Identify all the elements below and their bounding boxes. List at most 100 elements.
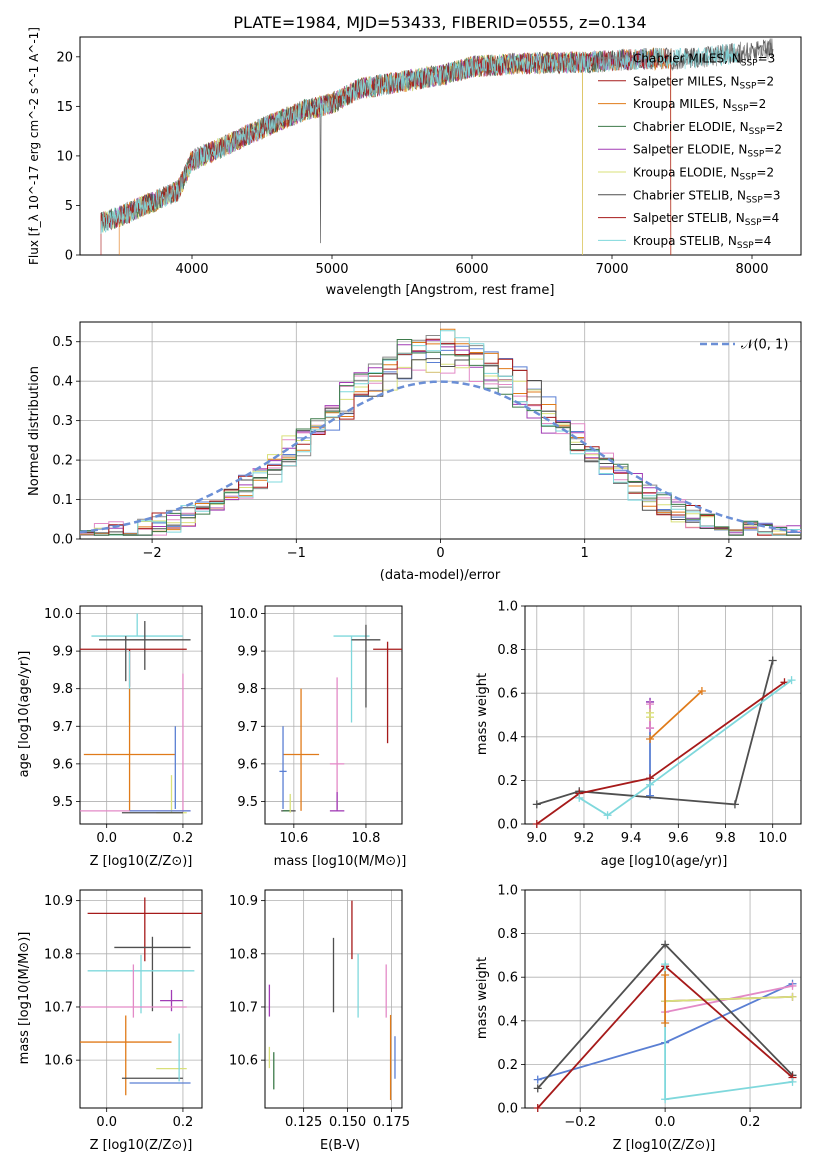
residual-hist-series (80, 345, 801, 536)
mass-weight-marker (661, 971, 670, 980)
mwAge-ytick-label: 0.8 (497, 643, 518, 658)
residual-ytick-label: 0.1 (52, 493, 73, 508)
residual-ytick-label: 0.4 (52, 375, 73, 390)
mwZ-ytick-label: 0.2 (497, 1058, 518, 1073)
residual-ytick-label: 0.5 (52, 335, 73, 350)
massZ-ytick-label: 10.8 (44, 947, 73, 962)
massE-ytick-label: 10.9 (229, 894, 258, 909)
massE-xlabel: E(B-V) (320, 1138, 360, 1153)
massZ-frame (79, 889, 203, 1109)
mass-weight-vs-age-panel: 9.0 9.2 9.4 9.6 9.8 10.0 0.0 0.2 0.4 0.6 0.8 1.0 (497, 600, 802, 846)
spectrum-xtick-label: 6000 (455, 262, 488, 277)
ageM-ytick-label: 9.8 (237, 682, 258, 697)
mwAge-series (532, 656, 796, 828)
ageZ-ytick-label: 9.9 (52, 645, 73, 660)
mass-weight-marker (661, 1018, 670, 1027)
massZ-ylabel: mass [log10(M/M⊙)] (17, 932, 32, 1065)
mwZ-xtick-label: 0.2 (740, 1115, 761, 1130)
residual-xtick-label: 0 (436, 546, 444, 561)
residual-ytick-label: 0.3 (52, 414, 73, 429)
spectrum-ytick-label: 20 (56, 50, 73, 65)
mwZ-series (533, 940, 797, 1112)
spectrum-legend-label: Kroupa ELODIE, NSSP=2 (633, 166, 774, 183)
spectrum-xtick-label: 5000 (315, 262, 348, 277)
mass-weight-marker (532, 820, 541, 828)
mwZ-ytick-label: 0.0 (497, 1102, 518, 1117)
spectrum-line (100, 43, 739, 234)
mass-weight-marker (661, 960, 670, 969)
ageM-xtick-label: 10.8 (351, 831, 380, 846)
spectrum-legend-label: Chabrier STELIB, NSSP=3 (633, 188, 781, 205)
residual-histogram-panel: −2 −1 0 1 2 0.0 0.1 0.2 0.3 0.4 0.5 𝒩(0, 1) (52, 321, 802, 561)
massE-errorbars (268, 900, 396, 1101)
mwAge-ytick-label: 0.0 (497, 818, 518, 833)
mass-weight-line (536, 660, 774, 806)
spectrum-legend-label: Salpeter STELIB, NSSP=4 (633, 211, 779, 228)
mass-weight-marker (646, 700, 655, 709)
mass-weight-marker (768, 656, 777, 665)
residual-ylabel: Normed distribution (27, 366, 42, 496)
ageZ-ytick-label: 9.6 (52, 757, 73, 772)
mwAge-xtick-label: 9.6 (668, 831, 689, 846)
spectrum-legend-label: Salpeter ELODIE, NSSP=2 (633, 143, 782, 160)
mass-weight-marker (661, 1095, 670, 1104)
mwAge-xlabel: age [log10(age/yr)] (601, 854, 728, 869)
mass-weight-marker (787, 676, 796, 685)
mwZ-frame (524, 889, 802, 1109)
mass-weight-marker (533, 1104, 542, 1112)
mwZ-xtick-label: 0.0 (655, 1115, 676, 1130)
residual-legend-label: 𝒩(0, 1) (741, 338, 788, 353)
mwAge-xtick-label: 9.8 (715, 831, 736, 846)
mwAge-xtick-label: 9.0 (526, 831, 547, 846)
residual-hist-series (80, 339, 801, 536)
spectrum-legend-label: Kroupa MILES, NSSP=2 (633, 97, 766, 114)
mass-weight-marker (533, 1075, 542, 1084)
residual-ytick-label: 0.2 (52, 454, 73, 469)
spectrum-ytick-label: 15 (56, 100, 73, 115)
residual-hists (80, 328, 801, 536)
ageM-ytick-label: 9.9 (237, 645, 258, 660)
mass-weight-marker (646, 724, 655, 733)
spectrum-xtick-label: 7000 (595, 262, 628, 277)
mass-weight-marker (533, 1084, 542, 1093)
massZ-ytick-label: 10.6 (44, 1054, 73, 1069)
massE-xtick-label: 0.125 (285, 1115, 322, 1130)
mwZ-ytick-label: 0.6 (497, 971, 518, 986)
mass-weight-line (536, 681, 786, 825)
mwAge-ytick-label: 1.0 (497, 600, 518, 615)
mwAge-ytick-label: 0.2 (497, 774, 518, 789)
spectrum-ytick-label: 5 (65, 199, 73, 214)
mass-weight-marker (603, 811, 612, 820)
spectrum-lines (100, 38, 774, 255)
massZ-errorbars (80, 897, 202, 1096)
ageZ-ylabel: age [log10(age/yr)] (17, 651, 32, 778)
mass-weight-line (578, 679, 793, 817)
ageM-frame (264, 605, 403, 825)
ageM-ytick-label: 9.6 (237, 757, 258, 772)
age-vs-metallicity-panel: 0.0 0.2 9.5 9.6 9.7 9.8 9.9 10.0 (44, 605, 203, 846)
ageM-xlabel: mass [log10(M/M⊙)] (274, 854, 407, 869)
residual-hist-series (80, 338, 801, 536)
age-vs-mass-panel: 10.6 10.8 9.5 9.6 9.7 9.8 9.9 10.0 (229, 605, 403, 846)
massZ-xtick-label: 0.2 (173, 1115, 194, 1130)
mass-weight-line (649, 690, 703, 740)
mwZ-xlabel: Z [log10(Z/Z⊙)] (613, 1138, 716, 1153)
ageZ-frame (79, 605, 203, 825)
ageZ-xlabel: Z [log10(Z/Z⊙)] (90, 854, 193, 869)
residual-xtick-label: −1 (287, 546, 306, 561)
residual-frame (79, 321, 802, 540)
mwAge-frame (524, 605, 802, 825)
spectrum-line (100, 48, 655, 232)
mass-weight-marker (646, 734, 655, 743)
spectrum-line (118, 50, 583, 255)
mwZ-xtick-label: −0.2 (564, 1115, 596, 1130)
mass-weight-marker (575, 793, 584, 802)
ageZ-xtick-label: 0.2 (173, 831, 194, 846)
spectrum-xtick-label: 4000 (175, 262, 208, 277)
ageZ-ytick-label: 9.7 (52, 720, 73, 735)
mwAge-ytick-label: 0.4 (497, 730, 518, 745)
ageZ-ytick-label: 9.5 (52, 795, 73, 810)
massZ-xlabel: Z [log10(Z/Z⊙)] (90, 1138, 193, 1153)
mwAge-xtick-label: 9.4 (621, 831, 642, 846)
